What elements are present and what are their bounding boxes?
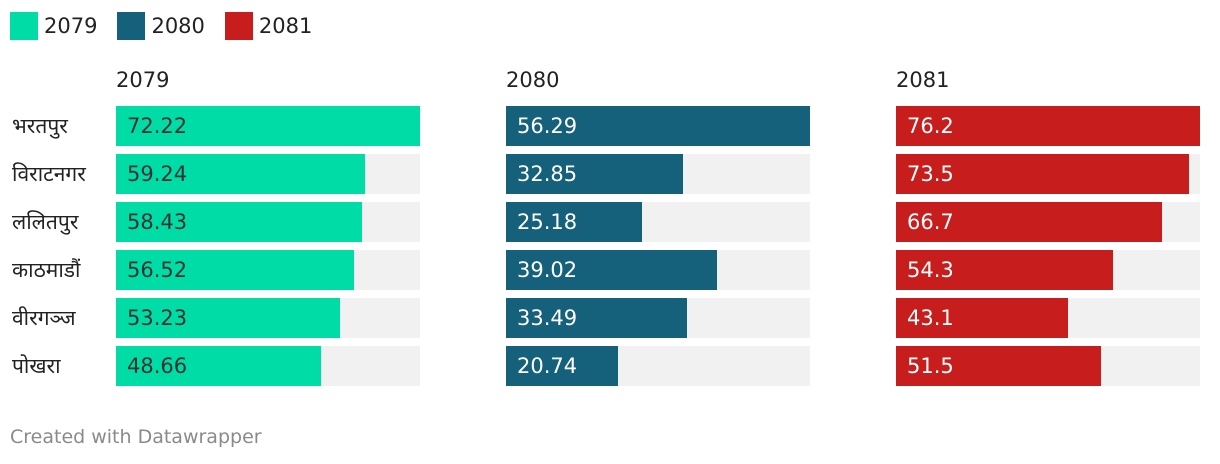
legend-swatch: [224, 12, 253, 40]
bar-track: 53.23: [116, 298, 420, 338]
legend-item-2081: 2081: [224, 12, 313, 40]
bar-value-label: 48.66: [127, 354, 188, 378]
bar-value-label: 58.43: [127, 210, 188, 234]
bar-track: 33.49: [506, 298, 810, 338]
bar-track: 56.52: [116, 250, 420, 290]
bar-track: 58.43: [116, 202, 420, 242]
bar-track: 43.1: [896, 298, 1200, 338]
bar-track: 48.66: [116, 346, 420, 386]
bar[interactable]: [506, 298, 687, 338]
bar-track: 72.22: [116, 106, 420, 146]
panel-title: 2081: [896, 68, 950, 92]
legend-swatch: [10, 12, 38, 40]
category-label: वीरगञ्ज: [12, 306, 76, 330]
bar-track: 25.18: [506, 202, 810, 242]
panel-title: 2079: [116, 68, 170, 92]
bar-track: 54.3: [896, 250, 1200, 290]
legend-swatch: [117, 12, 146, 40]
bar-value-label: 33.49: [517, 306, 578, 330]
bar[interactable]: [896, 298, 1068, 338]
datawrapper-credit[interactable]: Created with Datawrapper: [10, 426, 262, 448]
bar-value-label: 66.7: [907, 210, 954, 234]
bar[interactable]: [896, 154, 1190, 194]
bar[interactable]: [116, 298, 341, 338]
bar-track: 66.7: [896, 202, 1200, 242]
category-label: काठमाडौं: [12, 258, 81, 282]
category-label: भरतपुर: [12, 114, 68, 138]
bar-value-label: 32.85: [517, 162, 578, 186]
bar[interactable]: [116, 250, 354, 290]
bar-value-label: 53.23: [127, 306, 188, 330]
bar[interactable]: [896, 202, 1163, 242]
bar-value-label: 73.5: [907, 162, 954, 186]
legend-label: 2080: [151, 14, 205, 38]
bar[interactable]: [896, 250, 1113, 290]
bar-value-label: 51.5: [907, 354, 954, 378]
category-label: ललितपुर: [12, 210, 79, 234]
bar-value-label: 20.74: [517, 354, 578, 378]
bar-track: 39.02: [506, 250, 810, 290]
bar[interactable]: [506, 154, 684, 194]
bar-value-label: 76.2: [907, 114, 954, 138]
bar-track: 20.74: [506, 346, 810, 386]
bar[interactable]: [506, 202, 642, 242]
bar-value-label: 56.52: [127, 258, 188, 282]
bar[interactable]: [116, 202, 362, 242]
legend-label: 2081: [258, 14, 313, 38]
bar-value-label: 39.02: [517, 258, 578, 282]
bar[interactable]: [116, 346, 321, 386]
bar[interactable]: [896, 346, 1102, 386]
category-label: पोखरा: [12, 354, 61, 378]
bar-value-label: 54.3: [907, 258, 954, 282]
bar-value-label: 56.29: [517, 114, 578, 138]
bar-track: 51.5: [896, 346, 1200, 386]
panel-title: 2080: [506, 68, 560, 92]
bar[interactable]: [116, 106, 420, 146]
bar-track: 56.29: [506, 106, 810, 146]
bar-track: 59.24: [116, 154, 420, 194]
bar-value-label: 72.22: [127, 114, 188, 138]
bar[interactable]: [896, 106, 1200, 146]
bar-value-label: 59.24: [127, 162, 188, 186]
legend: 2079 2080 2081: [10, 12, 332, 40]
bar-value-label: 43.1: [907, 306, 954, 330]
legend-item-2080: 2080: [117, 12, 205, 40]
bar[interactable]: [116, 154, 366, 194]
bar-track: 76.2: [896, 106, 1200, 146]
bar[interactable]: [506, 106, 810, 146]
bar-value-label: 25.18: [517, 210, 578, 234]
bar-track: 73.5: [896, 154, 1200, 194]
legend-label: 2079: [44, 14, 98, 38]
bar[interactable]: [506, 346, 618, 386]
bar[interactable]: [506, 250, 717, 290]
bar-track: 32.85: [506, 154, 810, 194]
category-label: विराटनगर: [12, 162, 86, 186]
legend-item-2079: 2079: [10, 12, 97, 40]
